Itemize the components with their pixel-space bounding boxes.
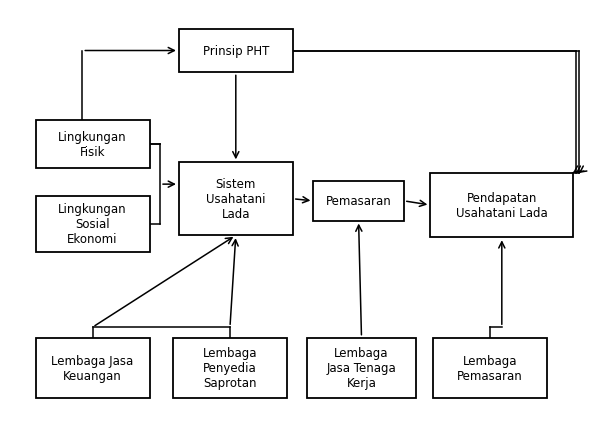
- FancyBboxPatch shape: [35, 338, 150, 398]
- Text: Pemasaran: Pemasaran: [326, 195, 392, 208]
- Text: Pendapatan
Usahatani Lada: Pendapatan Usahatani Lada: [456, 191, 547, 220]
- Text: Lembaga
Penyedia
Saprotan: Lembaga Penyedia Saprotan: [203, 347, 257, 389]
- FancyBboxPatch shape: [179, 30, 293, 73]
- FancyBboxPatch shape: [313, 181, 404, 221]
- FancyBboxPatch shape: [308, 338, 415, 398]
- Text: Prinsip PHT: Prinsip PHT: [203, 45, 269, 58]
- Text: Lingkungan
Fisik: Lingkungan Fisik: [58, 131, 127, 159]
- Text: Lembaga
Pemasaran: Lembaga Pemasaran: [457, 354, 523, 382]
- FancyBboxPatch shape: [430, 173, 574, 238]
- Text: Sistem
Usahatani
Lada: Sistem Usahatani Lada: [206, 178, 266, 221]
- FancyBboxPatch shape: [173, 338, 287, 398]
- FancyBboxPatch shape: [433, 338, 547, 398]
- Text: Lembaga Jasa
Keuangan: Lembaga Jasa Keuangan: [51, 354, 134, 382]
- Text: Lembaga
Jasa Tenaga
Kerja: Lembaga Jasa Tenaga Kerja: [326, 347, 396, 389]
- FancyBboxPatch shape: [179, 163, 293, 236]
- FancyBboxPatch shape: [35, 196, 150, 253]
- FancyBboxPatch shape: [35, 121, 150, 169]
- Text: Lingkungan
Sosial
Ekonomi: Lingkungan Sosial Ekonomi: [58, 203, 127, 246]
